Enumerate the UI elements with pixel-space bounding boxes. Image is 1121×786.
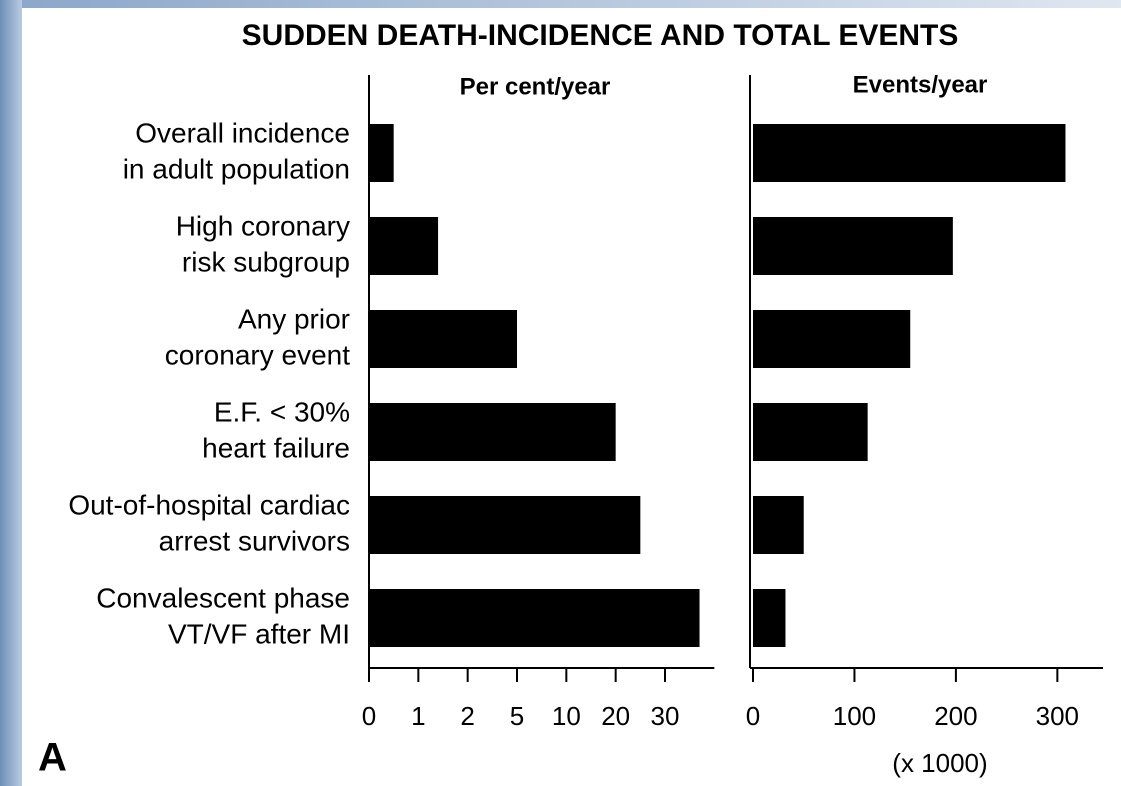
bar xyxy=(369,124,394,182)
bar xyxy=(369,403,616,461)
category-label: heart failure xyxy=(202,432,350,463)
panel-header: Per cent/year xyxy=(460,73,611,100)
x-tick-label: 5 xyxy=(510,701,524,731)
bar xyxy=(369,310,517,368)
x-tick-label: 10 xyxy=(552,701,581,731)
category-label: risk subgroup xyxy=(182,246,350,277)
category-label: Convalescent phase xyxy=(96,582,350,613)
bar xyxy=(369,217,439,275)
bar xyxy=(369,589,700,647)
category-label: E.F. < 30% xyxy=(214,396,350,427)
category-label: arrest survivors xyxy=(159,525,350,556)
x-tick-label: 100 xyxy=(833,701,876,731)
panel-header: Events/year xyxy=(853,71,988,98)
chart-title: SUDDEN DEATH-INCIDENCE AND TOTAL EVENTS xyxy=(242,19,959,52)
category-label: High coronary xyxy=(176,210,350,241)
category-label: Overall incidence xyxy=(135,117,350,148)
left-strip xyxy=(0,0,22,786)
top-strip xyxy=(0,0,1121,8)
x-tick-label: 300 xyxy=(1036,701,1079,731)
x-tick-label: 30 xyxy=(651,701,680,731)
panel-label: A xyxy=(38,736,67,780)
category-label: in adult population xyxy=(123,153,350,184)
category-label: coronary event xyxy=(165,339,350,370)
category-label: Out-of-hospital cardiac xyxy=(68,489,350,520)
bar xyxy=(753,589,786,647)
x-tick-label: 200 xyxy=(934,701,977,731)
bar xyxy=(753,310,911,368)
bar xyxy=(369,496,641,554)
bar xyxy=(753,124,1066,182)
x-tick-label: 0 xyxy=(746,701,760,731)
bar xyxy=(753,217,953,275)
x-axis-label: (x 1000) xyxy=(892,748,987,778)
x-tick-label: 20 xyxy=(601,701,630,731)
bar xyxy=(753,403,868,461)
x-tick-label: 2 xyxy=(460,701,474,731)
bar xyxy=(753,496,804,554)
x-tick-label: 0 xyxy=(362,701,376,731)
x-tick-label: 1 xyxy=(411,701,425,731)
category-label: VT/VF after MI xyxy=(168,618,350,649)
category-label: Any prior xyxy=(238,303,350,334)
